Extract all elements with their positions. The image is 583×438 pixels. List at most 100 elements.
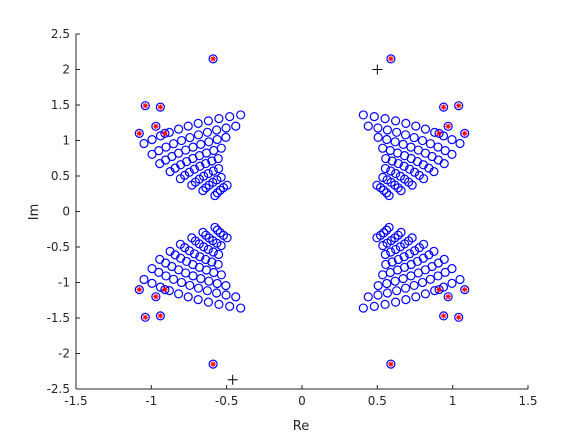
circle-marker — [404, 164, 415, 174]
star-marker — [157, 313, 164, 319]
circle-marker — [199, 242, 209, 252]
star-marker — [162, 130, 168, 137]
circle-marker — [386, 359, 396, 369]
circle-marker — [173, 124, 184, 134]
circle-marker — [378, 172, 388, 183]
circle-marker — [447, 264, 457, 274]
star-marker — [461, 130, 468, 137]
circle-marker — [395, 171, 405, 181]
star-marker — [142, 102, 149, 109]
circle-marker — [411, 121, 421, 131]
circle-marker — [373, 281, 383, 291]
circle-marker — [203, 244, 213, 255]
circle-marker — [410, 167, 420, 177]
circle-marker — [185, 132, 195, 143]
circle-marker — [189, 249, 200, 259]
circle-marker — [147, 278, 157, 289]
circle-marker — [204, 137, 214, 147]
circle-marker — [195, 252, 205, 262]
circle-marker — [208, 359, 218, 369]
circle-marker — [147, 264, 157, 274]
circle-marker — [406, 271, 416, 281]
circle-marker — [216, 172, 226, 183]
circle-marker — [433, 142, 443, 152]
circle-marker — [154, 267, 164, 277]
circle-marker — [400, 283, 411, 293]
circle-marker — [460, 285, 470, 295]
x-tick-label: 1.5 — [518, 394, 537, 408]
circle-marker — [198, 227, 208, 237]
star-marker — [436, 286, 442, 293]
circle-marker — [213, 153, 223, 164]
circle-marker — [372, 233, 382, 243]
circle-marker — [401, 118, 411, 128]
circle-marker — [193, 130, 204, 140]
circle-marker — [381, 153, 391, 164]
circle-marker — [225, 301, 235, 311]
star-marker — [455, 102, 462, 109]
circle-marker — [447, 149, 457, 159]
circle-marker — [404, 249, 415, 259]
circle-marker — [396, 227, 406, 237]
circle-marker — [231, 121, 241, 131]
plus-marker — [372, 64, 383, 75]
plus-marker — [227, 374, 238, 385]
star-marker — [162, 286, 168, 293]
circle-marker — [409, 132, 419, 143]
circle-marker — [184, 246, 194, 256]
circle-marker — [161, 271, 171, 281]
star-marker — [142, 314, 149, 321]
circle-marker — [195, 161, 205, 171]
circle-marker — [393, 254, 403, 265]
star-marker — [455, 314, 462, 321]
circle-marker — [193, 118, 203, 128]
circle-marker — [382, 225, 392, 235]
circle-marker — [212, 175, 222, 185]
circle-marker — [425, 274, 436, 284]
circle-marker — [454, 101, 464, 111]
circle-marker — [460, 128, 470, 138]
circle-marker — [140, 101, 150, 111]
circle-marker — [203, 168, 213, 179]
circle-marker — [380, 163, 390, 174]
circle-marker — [134, 128, 144, 138]
x-tick-label: 1 — [449, 394, 457, 408]
circle-marker — [173, 289, 184, 299]
circle-marker — [210, 222, 220, 233]
circle-marker — [210, 190, 220, 201]
star-marker — [210, 56, 216, 62]
circle-marker — [189, 164, 200, 174]
circle-marker — [411, 292, 421, 302]
star-marker — [440, 313, 447, 319]
circle-marker — [390, 297, 401, 307]
y-tick-label: 0 — [62, 205, 70, 219]
circle-marker — [201, 158, 211, 169]
circle-marker — [168, 274, 179, 284]
circle-marker — [420, 289, 431, 299]
circle-marker — [378, 240, 388, 251]
circle-marker — [212, 134, 222, 145]
circle-marker — [373, 132, 383, 142]
circle-marker — [161, 142, 171, 152]
circle-marker — [183, 121, 193, 131]
circle-marker — [208, 166, 218, 176]
circle-marker — [363, 121, 373, 131]
circle-marker — [180, 170, 190, 180]
circle-marker — [393, 158, 403, 169]
circle-marker — [381, 259, 391, 270]
circle-marker — [382, 125, 393, 135]
circle-marker — [358, 303, 368, 313]
circle-marker — [202, 286, 212, 296]
circle-marker — [400, 130, 411, 140]
circle-marker — [212, 238, 222, 248]
circle-marker — [414, 170, 424, 180]
circle-marker — [447, 278, 457, 289]
star-marker — [157, 104, 164, 110]
circle-marker — [201, 254, 211, 265]
circle-marker — [140, 312, 150, 322]
circle-marker — [363, 292, 373, 302]
circle-marker — [214, 249, 224, 260]
circle-marker — [160, 128, 170, 138]
circle-marker — [199, 171, 209, 181]
